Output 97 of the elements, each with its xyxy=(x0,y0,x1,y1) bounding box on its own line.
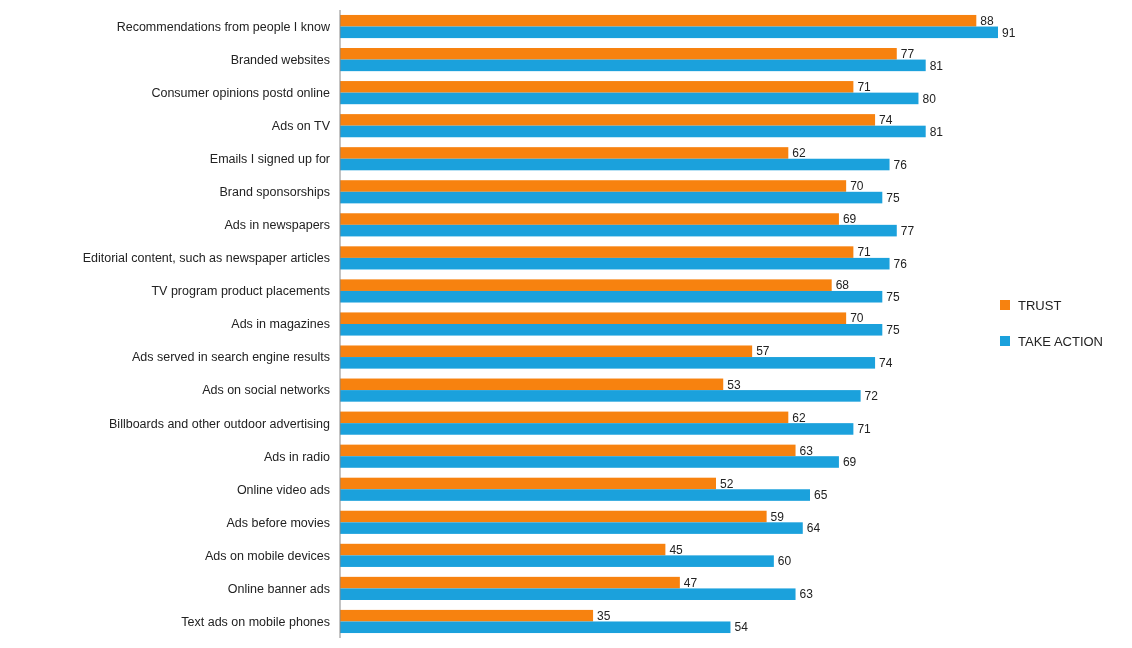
bar xyxy=(340,345,753,358)
legend-label: TRUST xyxy=(1018,297,1062,313)
data-label: 70 xyxy=(850,311,864,326)
bar xyxy=(340,489,810,501)
bar xyxy=(340,279,832,291)
data-label: 71 xyxy=(857,245,872,260)
bar xyxy=(340,423,854,435)
bar xyxy=(340,48,897,60)
bar xyxy=(340,390,861,402)
data-label: 63 xyxy=(799,587,814,602)
data-label: 88 xyxy=(980,13,994,28)
bar xyxy=(340,158,890,171)
data-label: 45 xyxy=(669,542,684,557)
bar xyxy=(340,555,774,567)
bar xyxy=(340,444,796,457)
data-label: 81 xyxy=(929,58,944,73)
data-label: 75 xyxy=(886,322,900,337)
data-label: 77 xyxy=(900,46,915,61)
data-label: 74 xyxy=(879,356,893,371)
bar xyxy=(340,92,919,105)
bar xyxy=(340,147,789,159)
y-tick-label: Ads served in search engine results xyxy=(131,350,330,365)
bar xyxy=(340,324,883,336)
bar xyxy=(340,114,876,126)
data-label: 75 xyxy=(886,289,900,304)
y-tick-label: Ads on social networks xyxy=(202,383,330,398)
bar xyxy=(340,477,716,490)
data-label: 65 xyxy=(814,488,828,503)
y-tick-label: Online banner ads xyxy=(227,581,330,596)
data-label: 63 xyxy=(799,443,814,458)
data-label: 72 xyxy=(864,389,879,404)
y-tick-label: Ads on mobile devices xyxy=(204,548,330,563)
bar xyxy=(340,312,847,324)
bar xyxy=(340,621,731,634)
data-label: 71 xyxy=(857,422,872,437)
y-tick-label: Recommendations from people I know xyxy=(116,19,331,34)
data-label: 76 xyxy=(893,256,908,271)
y-tick-label: Editorial content, such as newspaper articles xyxy=(82,251,330,266)
y-tick-label: Emails I signed up for xyxy=(209,152,330,167)
bar xyxy=(340,213,839,225)
y-tick-label: Text ads on mobile phones xyxy=(181,614,330,629)
data-label: 69 xyxy=(842,212,857,227)
data-label: 75 xyxy=(886,190,900,205)
y-tick-label: Ads in radio xyxy=(263,449,331,464)
bar xyxy=(340,543,666,556)
bar xyxy=(340,224,897,237)
bar xyxy=(340,456,839,468)
y-tick-label: Branded websites xyxy=(230,52,330,67)
bar xyxy=(340,246,854,258)
bar xyxy=(340,290,883,303)
bar xyxy=(340,180,847,192)
data-label: 76 xyxy=(893,157,908,172)
legend-label: TAKE ACTION xyxy=(1018,333,1103,349)
bar xyxy=(340,522,803,534)
bar xyxy=(340,510,767,523)
y-tick-label: Ads on TV xyxy=(271,119,331,134)
data-label: 60 xyxy=(777,554,792,569)
data-label: 52 xyxy=(720,476,734,491)
y-tick-label: Ads before movies xyxy=(226,515,330,530)
data-label: 47 xyxy=(683,575,698,590)
data-label: 54 xyxy=(734,620,749,635)
data-label: 62 xyxy=(792,146,806,161)
data-label: 71 xyxy=(857,80,872,95)
bar xyxy=(340,609,594,622)
data-label: 62 xyxy=(792,410,806,425)
y-tick-label: TV program product placements xyxy=(151,284,330,299)
data-label: 35 xyxy=(597,608,611,623)
y-tick-label: Brand sponsorships xyxy=(219,185,330,200)
data-label: 77 xyxy=(900,223,915,238)
data-label: 64 xyxy=(806,521,821,536)
y-tick-label: Consumer opinions postd online xyxy=(151,86,331,101)
bar xyxy=(340,588,796,600)
bar xyxy=(340,14,977,27)
bar xyxy=(340,81,854,93)
bar xyxy=(340,257,890,270)
data-label: 70 xyxy=(850,179,864,194)
data-label: 81 xyxy=(929,124,944,139)
bar xyxy=(340,59,926,72)
bar xyxy=(340,191,883,204)
bar xyxy=(340,411,789,424)
data-label: 68 xyxy=(835,278,850,293)
data-label: 53 xyxy=(727,377,741,392)
bar xyxy=(340,357,876,369)
data-label: 80 xyxy=(922,91,937,106)
y-tick-label: Billboards and other outdoor advertising xyxy=(109,416,331,431)
data-label: 59 xyxy=(770,509,785,524)
bar xyxy=(340,125,926,138)
bar xyxy=(340,576,680,589)
data-label: 91 xyxy=(1002,25,1016,40)
bar xyxy=(340,26,998,39)
data-label: 57 xyxy=(756,344,770,359)
data-label: 69 xyxy=(842,455,857,470)
data-label: 74 xyxy=(879,113,893,128)
y-tick-label: Ads in magazines xyxy=(231,317,330,332)
y-tick-label: Online video ads xyxy=(236,482,330,497)
y-tick-label: Ads in newspapers xyxy=(224,218,330,233)
bar xyxy=(340,378,724,391)
